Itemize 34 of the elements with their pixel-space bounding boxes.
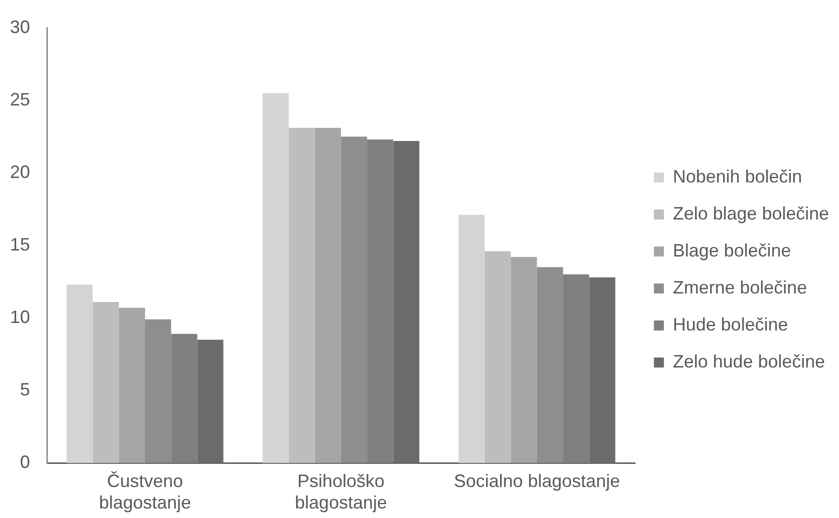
x-tick-label: Čustveno blagostanje <box>98 470 192 512</box>
y-tick-label: 0 <box>20 452 30 472</box>
legend-label: Blage bolečine <box>672 240 791 260</box>
legend-label: Hude bolečine <box>672 314 788 334</box>
bar <box>92 302 119 463</box>
legend-label: Zelo hude bolečine <box>672 351 826 372</box>
bar <box>197 340 224 463</box>
y-tick-label: 5 <box>20 379 30 400</box>
bar <box>536 267 564 463</box>
y-tick-label: 25 <box>10 89 30 110</box>
x-tick-label: Socialno blagostanje <box>454 470 620 491</box>
x-tick-label: Psihološko blagostanje <box>294 470 387 512</box>
bar <box>367 140 394 463</box>
legend-label: Nobenih bolečin <box>672 166 802 186</box>
bar <box>484 251 511 463</box>
bar <box>288 128 315 463</box>
y-tick-label: 20 <box>10 162 30 182</box>
legend-label: Zmerne bolečine <box>672 277 807 298</box>
bar <box>340 136 368 463</box>
bar <box>563 274 590 463</box>
bar <box>262 93 289 463</box>
y-tick-label: 15 <box>10 234 30 254</box>
y-tick-label: 30 <box>10 16 30 37</box>
bar <box>118 308 145 463</box>
bar <box>510 257 537 463</box>
bar <box>393 140 420 463</box>
bar <box>66 284 93 463</box>
bar <box>458 214 485 463</box>
bar <box>314 128 341 463</box>
bar <box>589 277 616 463</box>
y-tick-label: 10 <box>10 306 30 327</box>
bar <box>144 319 172 463</box>
legend-label: Zelo blage bolečine <box>672 203 830 224</box>
bar <box>171 334 198 463</box>
